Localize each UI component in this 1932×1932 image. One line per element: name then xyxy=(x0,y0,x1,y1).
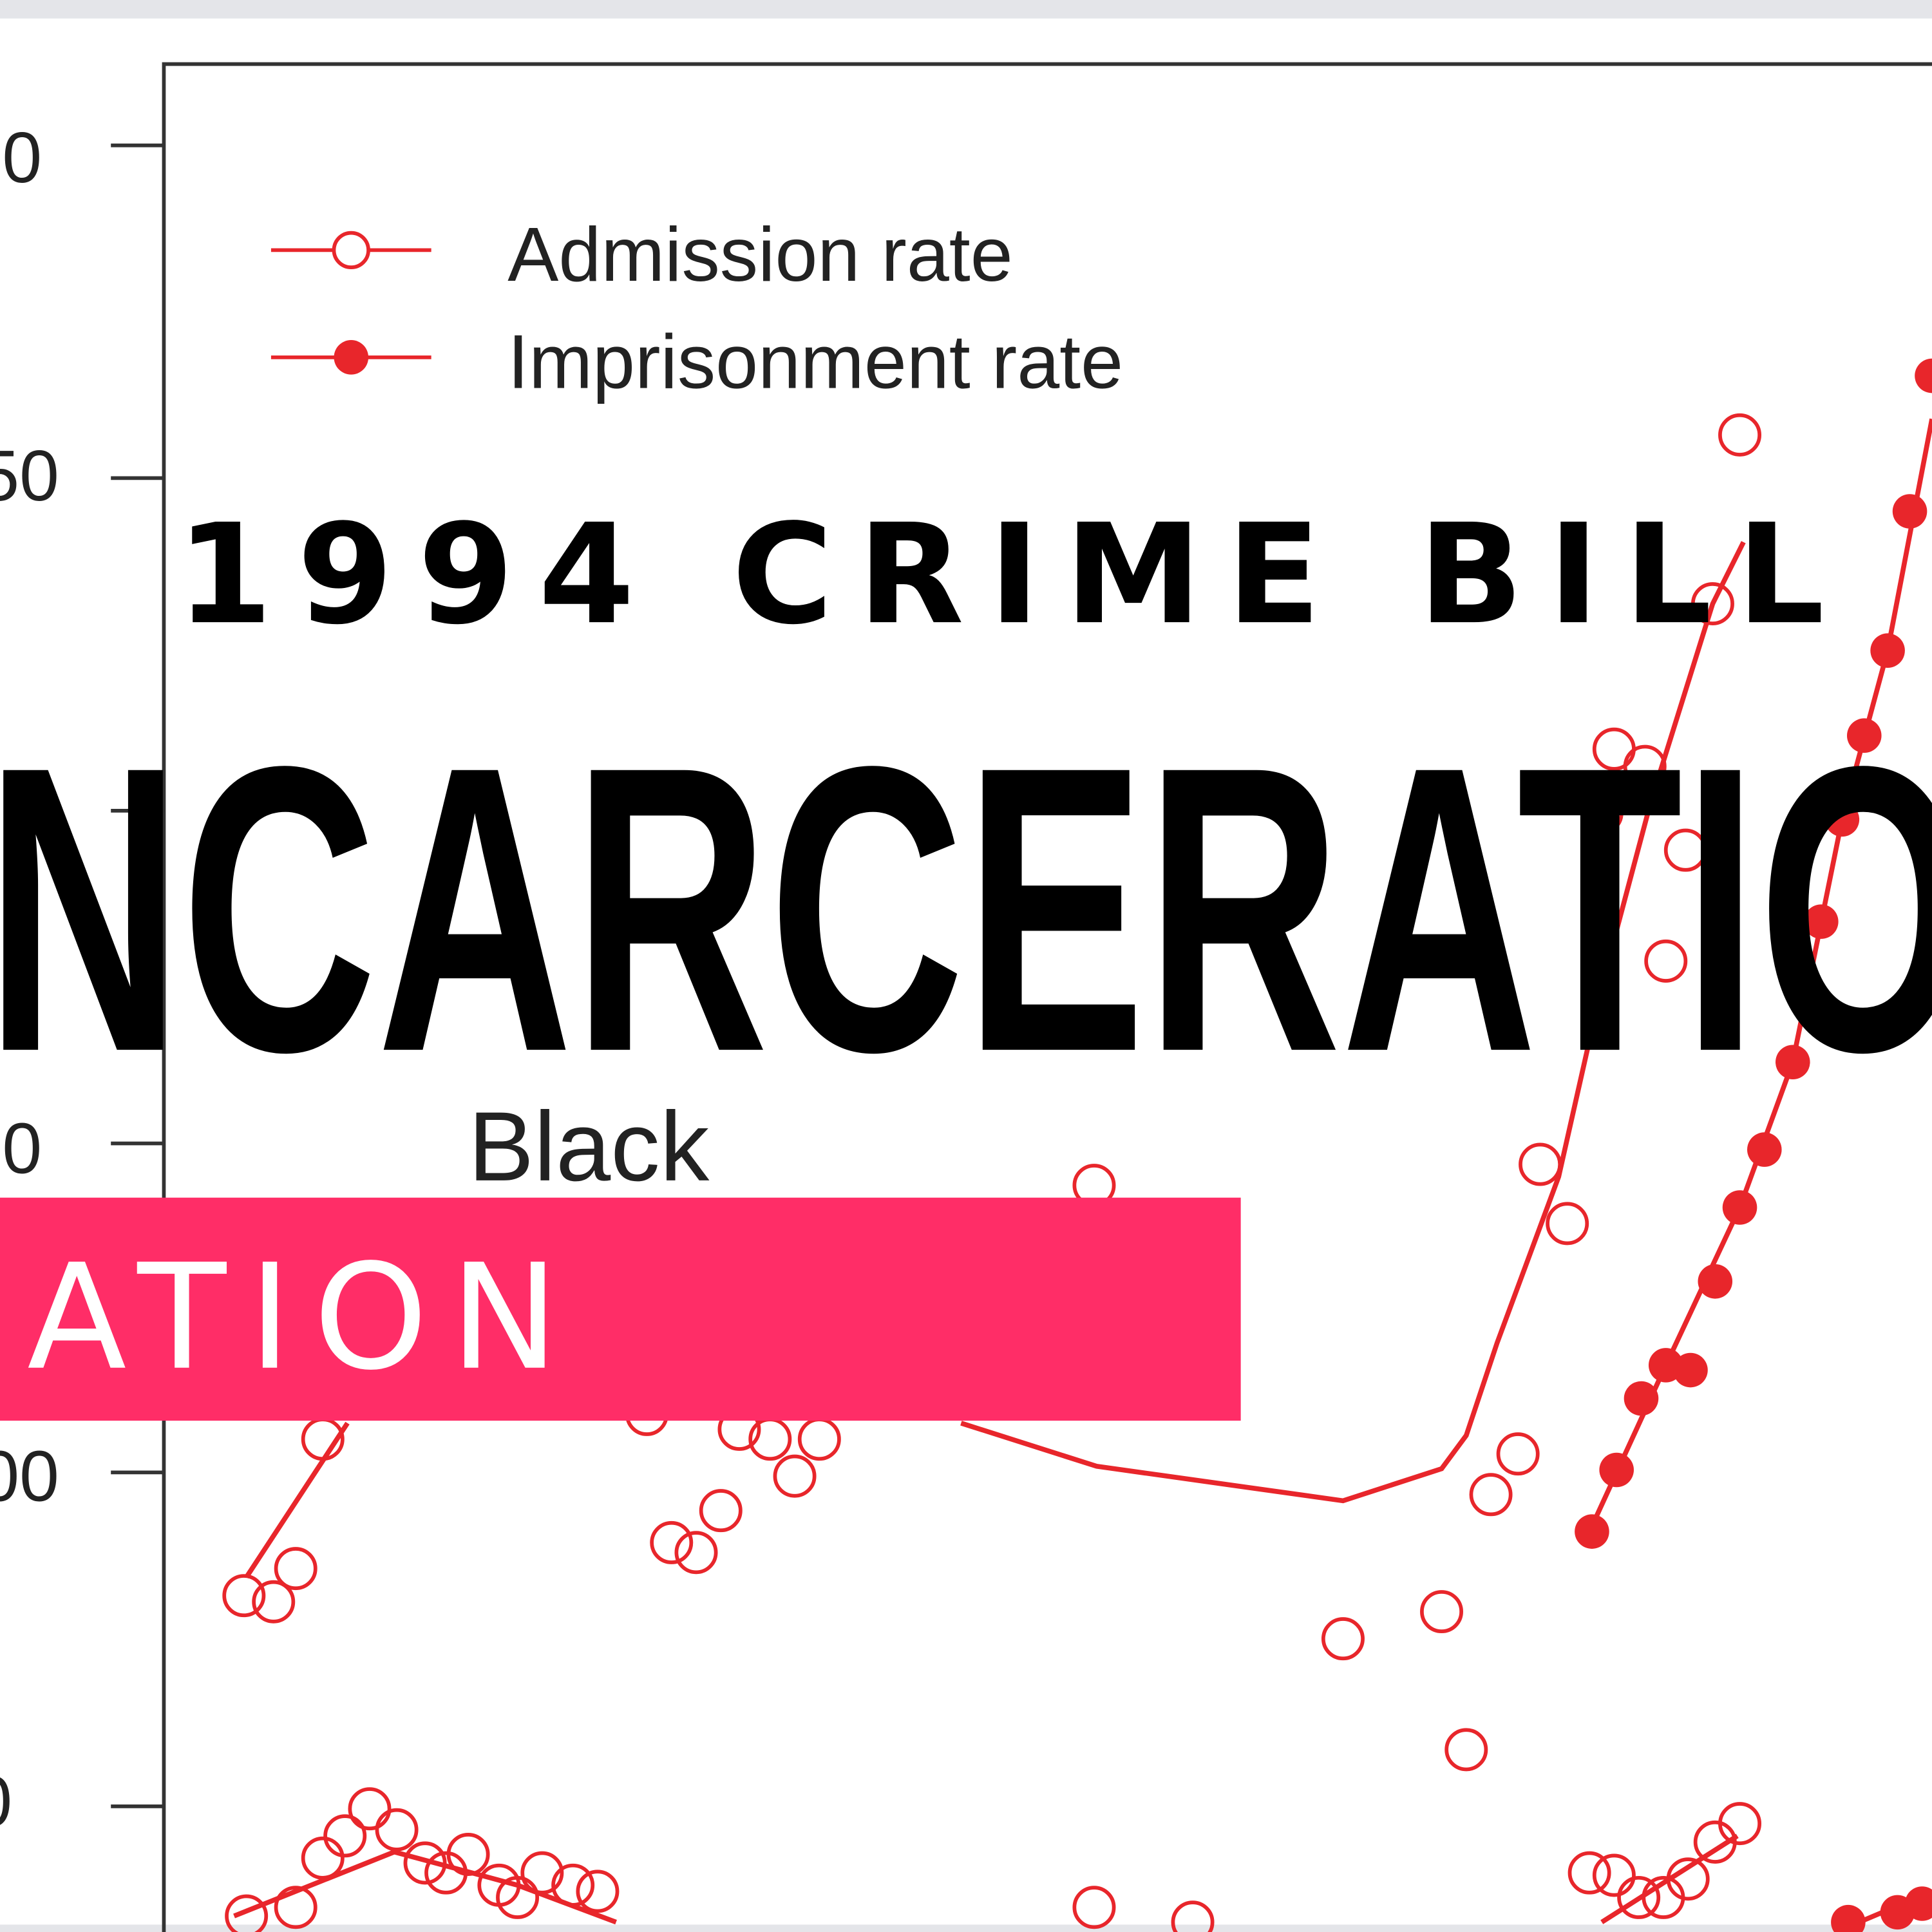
point xyxy=(1617,1875,1661,1919)
point xyxy=(1722,1190,1757,1225)
point xyxy=(1915,358,1932,393)
point xyxy=(551,1863,595,1907)
legend-label: Admission rate xyxy=(507,213,1012,298)
point xyxy=(1623,744,1667,788)
points xyxy=(222,358,1932,1932)
point xyxy=(1171,1900,1215,1932)
tick-label: 0 xyxy=(0,1761,12,1841)
point xyxy=(674,1531,718,1575)
point xyxy=(274,1547,317,1591)
point xyxy=(1718,1802,1762,1846)
point xyxy=(1904,1886,1932,1921)
point xyxy=(222,1574,266,1618)
point xyxy=(323,1814,367,1858)
point xyxy=(797,1417,841,1461)
top-bar xyxy=(0,0,1932,19)
point xyxy=(1776,1045,1810,1080)
point xyxy=(1666,1857,1710,1901)
point xyxy=(1321,1617,1365,1661)
point xyxy=(225,1894,269,1932)
point xyxy=(1892,494,1927,529)
legend: Admission rate Imprisonment rate xyxy=(270,213,1123,405)
point xyxy=(650,1520,694,1564)
point xyxy=(576,1870,620,1913)
point xyxy=(1747,1132,1782,1167)
kicker: 1994 CRIME BILL xyxy=(176,494,1849,655)
point xyxy=(403,1841,447,1885)
tick-label: 00 xyxy=(0,1436,59,1516)
annotation: Black xyxy=(468,1092,710,1202)
point xyxy=(1644,939,1688,983)
point xyxy=(1420,1590,1464,1634)
banner xyxy=(0,1197,1241,1421)
point xyxy=(1870,633,1905,668)
point xyxy=(520,1851,564,1895)
point xyxy=(1592,1853,1636,1897)
point xyxy=(252,1580,296,1624)
bottom-bar xyxy=(0,1924,1932,1932)
point xyxy=(699,1489,743,1533)
point xyxy=(301,1836,345,1880)
point xyxy=(1698,1264,1733,1299)
tick-label: 50 xyxy=(0,436,59,516)
point xyxy=(1690,582,1734,625)
point xyxy=(1846,718,1882,753)
point xyxy=(1546,1202,1589,1245)
banner-text: ATION xyxy=(27,1233,581,1403)
point xyxy=(496,1875,540,1919)
point xyxy=(1718,413,1762,457)
point xyxy=(1580,791,1624,835)
legend-marker xyxy=(334,340,369,375)
point xyxy=(773,1454,817,1498)
tick-label: 0 xyxy=(2,1108,42,1188)
point xyxy=(375,1808,419,1852)
point xyxy=(1663,828,1707,872)
point xyxy=(1599,1452,1634,1488)
point xyxy=(1519,1142,1562,1186)
point xyxy=(1575,1514,1609,1549)
legend-marker xyxy=(332,231,370,270)
point xyxy=(1444,1728,1488,1772)
point xyxy=(1831,1904,1866,1932)
point xyxy=(424,1851,468,1895)
point xyxy=(1624,1381,1659,1416)
headline: NCARCERATIO xyxy=(0,681,1932,1136)
point xyxy=(1824,802,1860,837)
point xyxy=(1469,1473,1513,1517)
point xyxy=(1567,1851,1611,1895)
point xyxy=(1496,1432,1540,1476)
line xyxy=(960,541,1746,1504)
legend-label: Imprisonment rate xyxy=(507,320,1123,405)
point xyxy=(1673,1352,1708,1388)
point xyxy=(1072,1886,1116,1929)
point xyxy=(1804,904,1839,939)
line xyxy=(244,1421,350,1579)
tick-label: 0 xyxy=(2,118,42,198)
point xyxy=(348,1787,392,1831)
point xyxy=(274,1886,317,1929)
